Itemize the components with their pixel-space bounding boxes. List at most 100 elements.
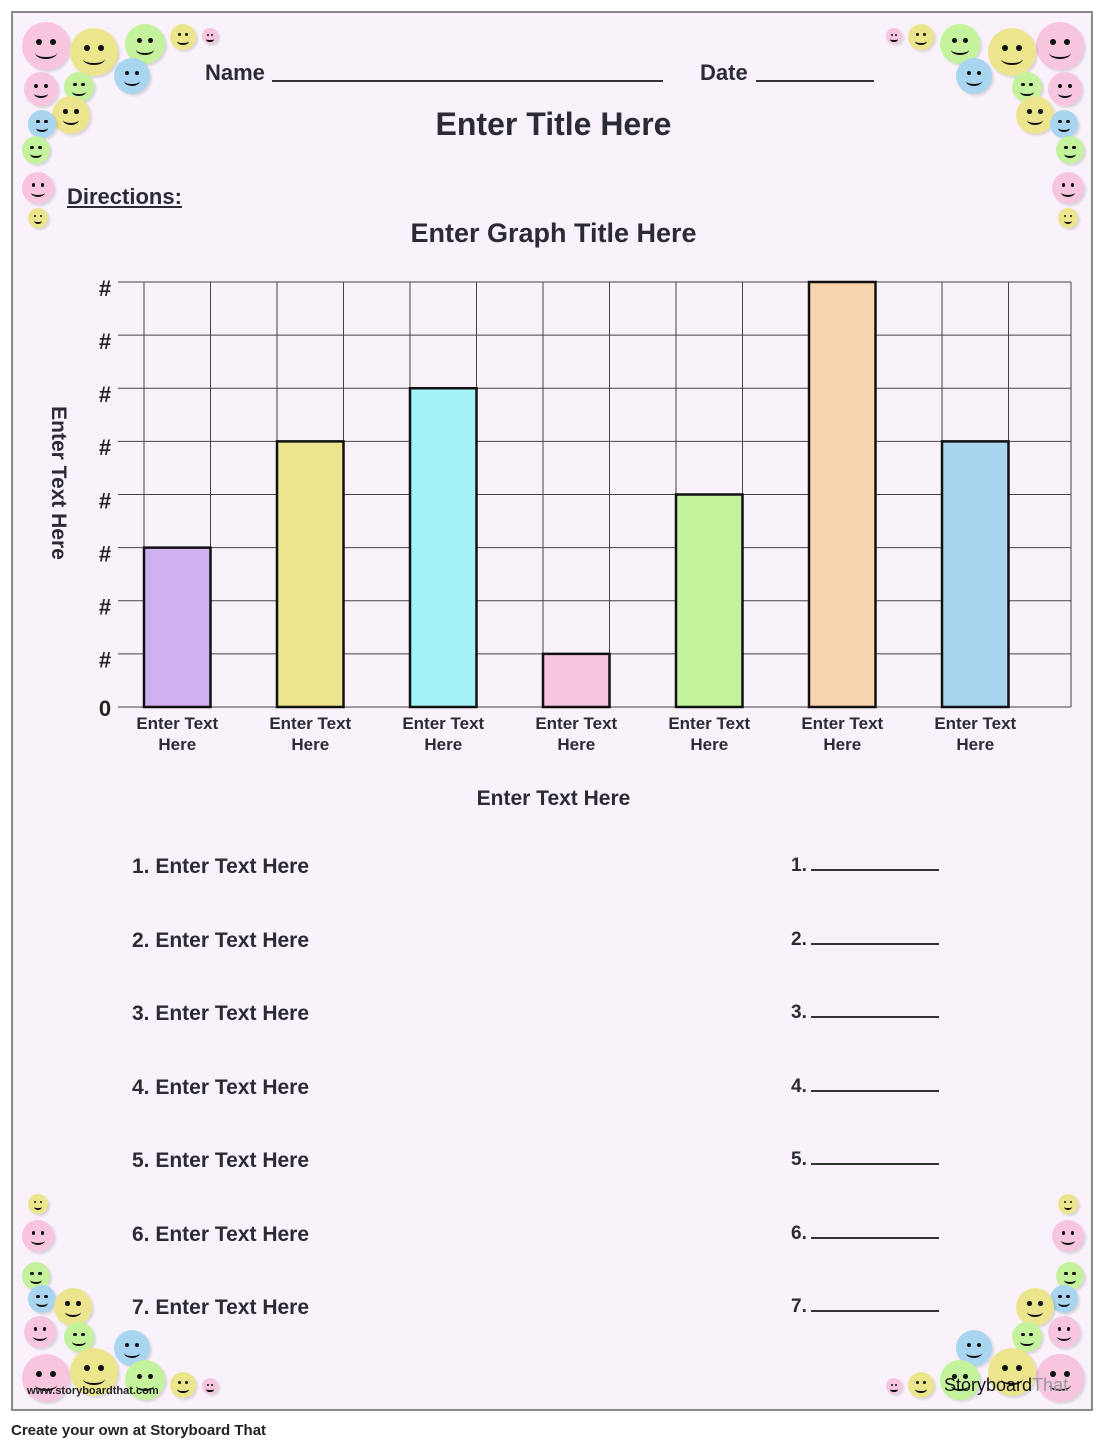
x-category-label: Enter Text Here [402,714,485,754]
smiley-face-icon [114,58,150,94]
smiley-face-icon [70,28,118,76]
bar [674,493,744,709]
smiley-face-icon [54,1288,92,1326]
question-item: 5. Enter Text Here [132,1149,310,1172]
name-field[interactable] [272,80,663,82]
answer-blank[interactable]: 7. [791,1294,939,1318]
smiley-face-icon [125,1360,165,1400]
smiley-face-icon [1056,136,1084,164]
smiley-face-icon [1016,96,1054,134]
x-category-label: Enter Text Here [535,714,618,754]
smiley-face-icon [22,1354,70,1402]
y-tick-label: # [99,648,111,673]
bar [408,387,478,709]
y-tick-label: # [99,488,111,513]
x-category-label: Enter Text Here [801,714,884,754]
smiley-face-icon [28,1285,56,1313]
smiley-face-icon [202,28,218,44]
smiley-face-icon [1052,1220,1084,1252]
answer-line[interactable] [810,1294,939,1312]
answer-line[interactable] [810,853,939,871]
answer-line[interactable] [810,1000,939,1018]
x-category-label: Enter Text Here [136,714,219,754]
smiley-face-icon [988,1348,1036,1396]
bar [940,440,1010,709]
answer-blank[interactable]: 3. [791,1000,939,1024]
smiley-face-icon [1048,1316,1080,1348]
smiley-face-icon [1036,1354,1084,1402]
footer-link[interactable]: Create your own at Storyboard That [11,1422,267,1439]
question-item: 7. Enter Text Here [132,1296,310,1319]
smiley-face-icon [70,1348,118,1396]
x-axis-label: Enter Text Here [476,787,631,810]
answer-blank[interactable]: 6. [791,1221,939,1245]
smiley-face-icon [1036,22,1084,70]
y-tick-label: # [99,382,111,407]
answer-number: 1. [791,855,807,876]
date-label: Date [700,60,748,85]
answer-number: 7. [791,1296,807,1317]
answer-line[interactable] [810,927,939,945]
x-category-label: Enter Text Here [668,714,751,754]
answer-number: 6. [791,1222,807,1244]
smiley-face-icon [24,72,58,106]
question-item: 3. Enter Text Here [132,1002,310,1025]
smiley-face-icon [1050,1285,1078,1313]
smiley-face-icon [28,208,48,228]
answer-blank[interactable]: 5. [791,1147,939,1171]
date-field[interactable] [756,80,874,82]
smiley-face-icon [1016,1288,1054,1326]
answer-line[interactable] [810,1221,939,1239]
smiley-face-icon [22,22,70,70]
smiley-face-icon [28,110,56,138]
y-tick-label: # [99,541,111,566]
smiley-face-icon [125,24,165,64]
answer-line[interactable] [810,1147,939,1165]
smiley-face-icon [988,28,1036,76]
smiley-face-icon [64,1322,94,1352]
smiley-face-icon [908,24,934,50]
smiley-face-icon [28,1194,48,1214]
smiley-face-icon [24,1316,56,1348]
smiley-face-icon [886,28,902,44]
directions-label: Directions: [67,184,182,209]
y-tick-label: # [99,595,111,620]
smiley-face-icon [22,1220,54,1252]
bar [541,652,611,709]
x-category-label: Enter Text Here [269,714,352,754]
smiley-face-icon [22,172,54,204]
smiley-face-icon [956,58,992,94]
y-tick-label: # [99,329,111,354]
answer-line[interactable] [810,1074,939,1092]
smiley-face-icon [170,1372,196,1398]
y-tick-label: 0 [99,696,111,721]
answer-blank[interactable]: 2. [791,927,939,951]
smiley-face-icon [1012,1322,1042,1352]
question-item: 2. Enter Text Here [132,928,310,952]
smiley-face-icon [22,136,50,164]
smiley-face-icon [886,1378,902,1394]
answer-blank[interactable]: 1. [791,853,939,877]
smiley-face-icon [1050,110,1078,138]
y-tick-label: # [99,435,111,460]
answer-blank[interactable]: 4. [791,1074,939,1098]
storyboardthat-logo: StoryboardThat [944,1375,1069,1395]
worksheet-page [11,11,1093,1411]
bar [807,280,877,709]
question-item: 6. Enter Text Here [132,1222,310,1246]
y-tick-label: # [99,276,111,301]
smiley-face-icon [170,24,196,50]
name-label: Name [205,60,265,85]
x-category-label: Enter Text Here [934,714,1017,754]
smiley-face-icon [202,1378,218,1394]
question-item: 1. Enter Text Here [132,855,310,878]
bar [275,440,345,709]
smiley-face-icon [908,1372,934,1398]
page-title: Enter Title Here [435,106,672,142]
smiley-face-icon [940,1360,980,1400]
smiley-face-icon [940,24,980,64]
answer-number: 4. [791,1075,807,1097]
answer-number: 3. [791,1002,807,1023]
graph-title: Enter Graph Title Here [410,218,697,248]
